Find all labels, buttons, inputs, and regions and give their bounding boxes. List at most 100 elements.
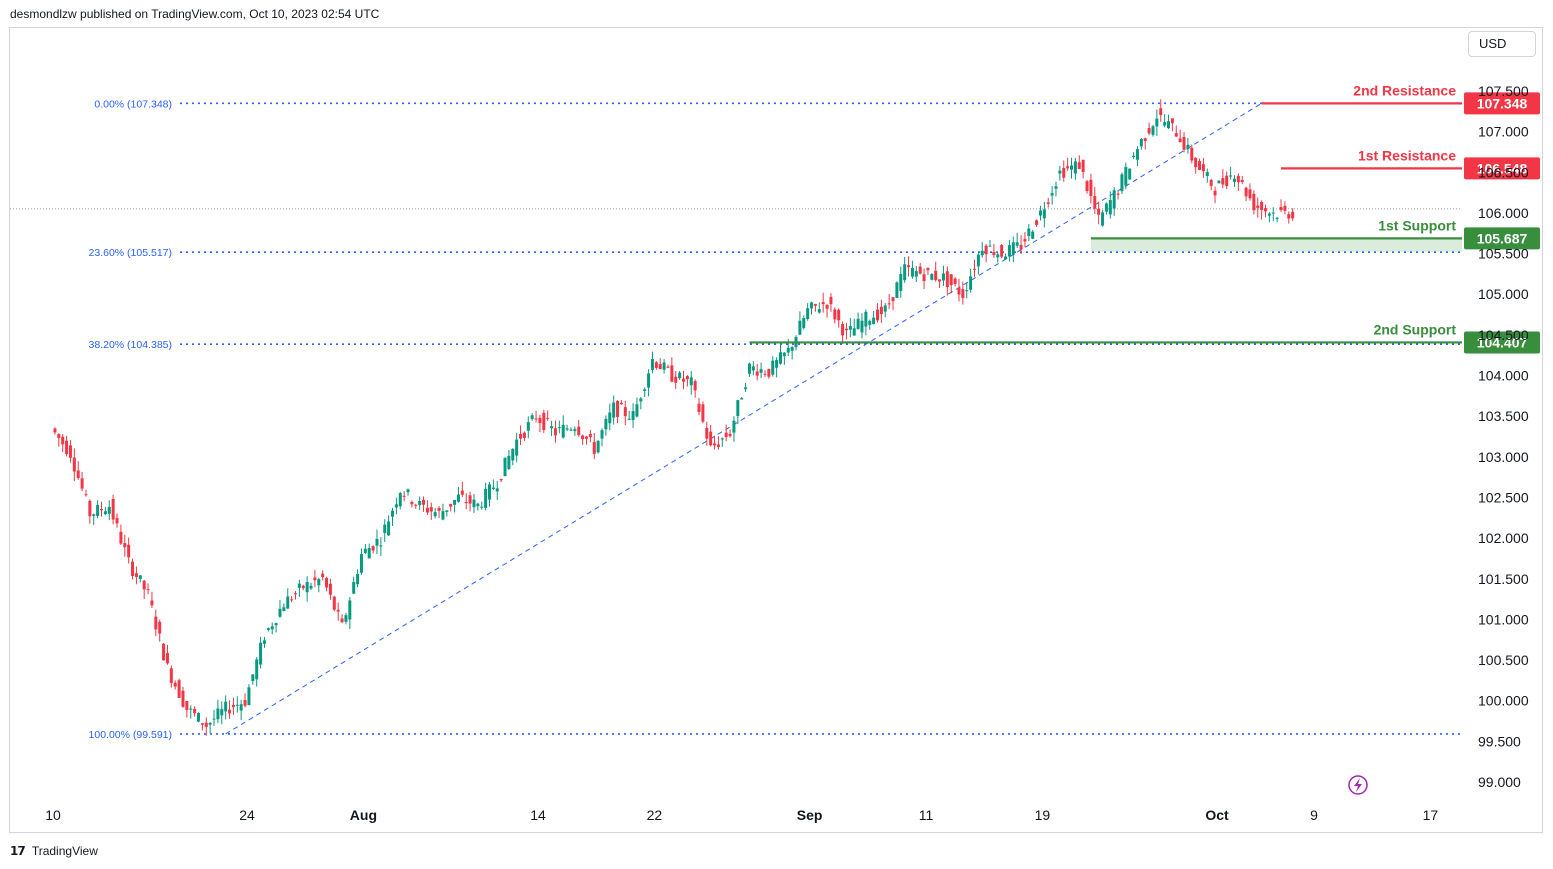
candle-body [662, 362, 666, 370]
candle-body [600, 430, 604, 439]
candle-body [945, 271, 949, 288]
candle-body [1232, 178, 1236, 182]
candle-body [468, 495, 472, 504]
candle-body [930, 274, 934, 280]
level-price-label: 104.407 [1477, 334, 1528, 350]
candle-body [1050, 193, 1054, 196]
candle-body [433, 512, 437, 517]
y-tick-label: 103.500 [1478, 408, 1529, 424]
candle-body [476, 503, 480, 507]
candle-body [561, 424, 565, 438]
candle-body [356, 574, 360, 585]
candle-body [864, 311, 868, 327]
candle-body [491, 487, 495, 490]
candle-body [484, 488, 488, 508]
candle-body [1104, 203, 1108, 212]
candle-body [1054, 186, 1058, 189]
y-tick-label: 103.000 [1478, 449, 1529, 465]
candle-body [751, 366, 755, 371]
y-tick-label: 104.000 [1478, 368, 1529, 384]
candle-body [984, 245, 988, 255]
candle-body [833, 309, 837, 320]
candle-body [352, 581, 356, 594]
candle-body [1066, 166, 1070, 169]
candle-body [817, 309, 821, 313]
candle-body [383, 524, 387, 534]
candle-body [1240, 180, 1244, 182]
candle-body [647, 373, 651, 388]
candle-body [247, 687, 251, 706]
candle-body [1046, 202, 1050, 204]
candle-body [969, 276, 973, 290]
level-price-tag [1464, 331, 1540, 354]
candle-body [934, 270, 938, 281]
candle-body [910, 267, 914, 277]
candle-body [204, 722, 208, 727]
candle-body [278, 608, 282, 617]
candle-body [235, 704, 239, 706]
candle-body [856, 318, 860, 329]
candle-body [224, 701, 228, 712]
currency-button[interactable]: USD [1468, 31, 1536, 57]
candle-body [200, 723, 204, 725]
candle-body [550, 426, 554, 429]
candle-body [1077, 162, 1081, 169]
candle-body [918, 266, 922, 274]
candle-body [274, 623, 278, 626]
candle-body [616, 401, 620, 417]
candle-body [546, 417, 550, 419]
candle-body [879, 306, 883, 315]
candle-body [553, 428, 557, 436]
level-price-tag [1464, 157, 1540, 180]
level-price-label: 107.348 [1477, 95, 1528, 111]
y-tick-label: 107.000 [1478, 124, 1529, 140]
candle-body [313, 577, 317, 581]
fib-label: 0.00% (107.348) [94, 98, 172, 110]
candle-body [1190, 147, 1194, 161]
y-tick-label: 99.000 [1478, 774, 1521, 790]
candle-body [519, 433, 523, 439]
candle-body [1267, 213, 1271, 216]
candle-body [674, 376, 678, 383]
candle-body [103, 511, 107, 515]
candle-body [1085, 181, 1089, 192]
candle-body [1256, 205, 1260, 208]
flash-icon[interactable] [1348, 775, 1368, 795]
candle-body [1151, 126, 1155, 135]
candle-body [1271, 212, 1275, 214]
candle-body [437, 508, 441, 511]
candle-body [76, 470, 80, 478]
candle-body [53, 428, 57, 433]
candle-body [286, 596, 290, 609]
candle-body [88, 500, 92, 517]
candle-body [208, 722, 212, 725]
candle-body [1108, 199, 1112, 215]
candle-body [713, 443, 717, 446]
candle-body [639, 398, 643, 402]
candle-body [697, 403, 701, 412]
candle-body [1031, 231, 1035, 239]
candle-body [1264, 208, 1267, 212]
candle-body [643, 389, 647, 391]
candle-body [891, 297, 895, 302]
y-tick-label: 100.000 [1478, 693, 1529, 709]
flash-icon-ring [1348, 775, 1368, 795]
candle-body [701, 404, 705, 422]
candle-body [573, 429, 577, 432]
candle-body [464, 502, 468, 504]
candle-body [689, 377, 693, 386]
candle-body [996, 254, 1000, 258]
candle-body [716, 444, 720, 447]
candle-body [107, 506, 111, 514]
candle-body [883, 305, 887, 312]
candle-body [453, 499, 457, 505]
y-tick-label: 106.000 [1478, 205, 1529, 221]
candle-body [1042, 209, 1046, 219]
candle-body [1000, 245, 1004, 257]
candle-body [80, 478, 84, 489]
candle-body [480, 506, 484, 508]
y-tick-label: 104.500 [1478, 327, 1529, 343]
candle-body [976, 254, 980, 267]
candle-body [449, 503, 453, 507]
